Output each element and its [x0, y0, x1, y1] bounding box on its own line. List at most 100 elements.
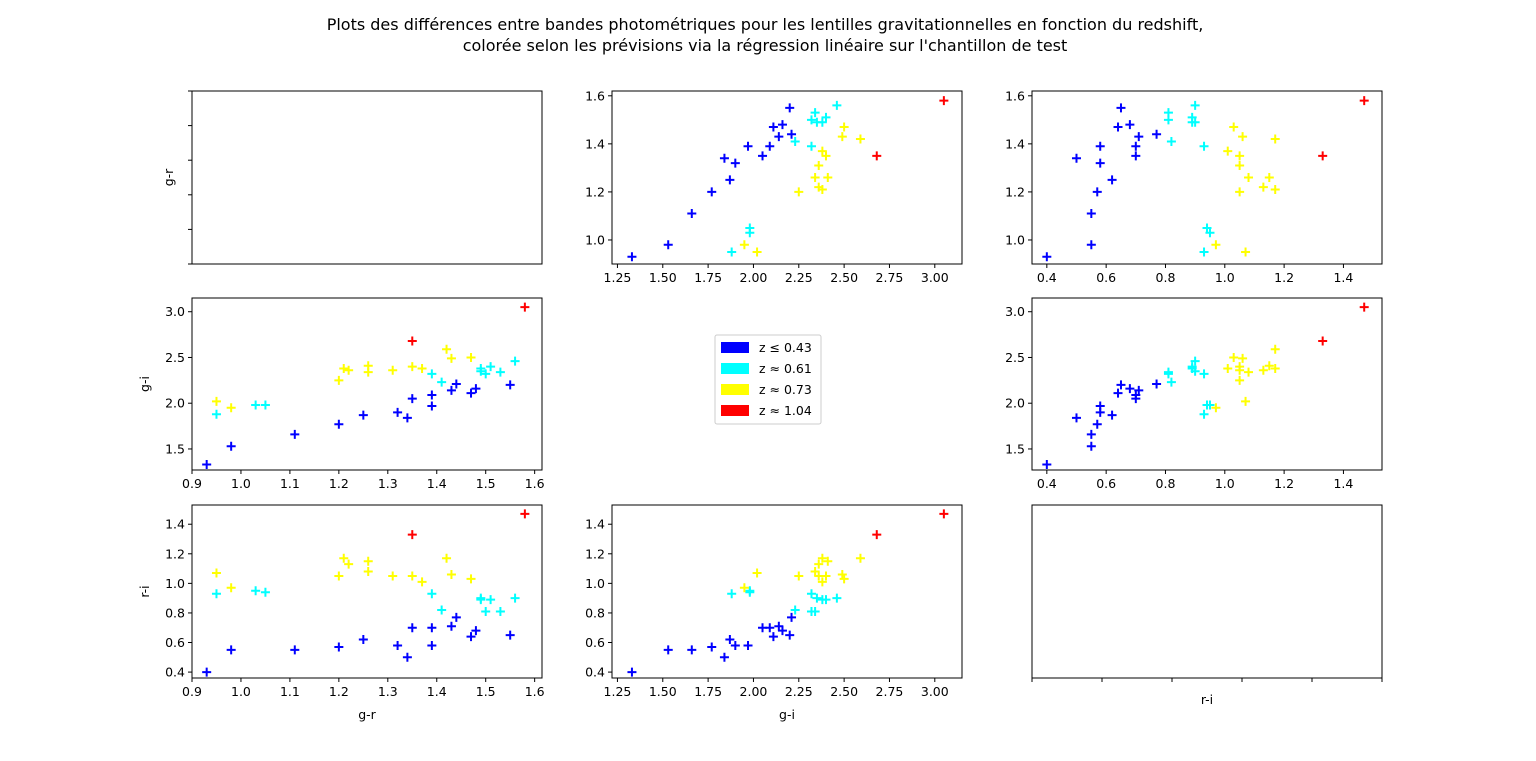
- x-tick-label: 1.2: [329, 684, 349, 699]
- data-point: [407, 571, 417, 581]
- y-axis-label: r-i: [137, 585, 152, 597]
- data-point: [812, 593, 822, 603]
- data-point: [774, 132, 784, 142]
- data-point: [1131, 390, 1141, 400]
- y-tick-label: 1.0: [585, 232, 605, 247]
- data-point: [1095, 141, 1105, 151]
- y-tick-label: 1.6: [585, 88, 605, 103]
- axes-frame: [191, 297, 543, 471]
- x-tick-label: 1.4: [427, 476, 447, 491]
- data-point: [1152, 379, 1162, 389]
- x-tick-label: 1.5: [476, 476, 496, 491]
- data-point: [466, 574, 476, 584]
- data-point: [1235, 151, 1245, 161]
- data-point: [790, 136, 800, 146]
- y-tick-label: 1.4: [585, 136, 605, 151]
- y-tick-label: 0.4: [585, 665, 605, 680]
- data-point: [1270, 185, 1280, 195]
- legend-swatch-2: [721, 384, 749, 395]
- data-point: [495, 367, 505, 377]
- data-point: [1264, 173, 1274, 182]
- data-point: [260, 400, 270, 410]
- legend-label-3: z ≈ 1.04: [759, 403, 812, 418]
- data-point: [520, 509, 530, 519]
- data-point: [1190, 356, 1200, 366]
- data-point: [407, 362, 417, 372]
- x-tick-label: 2.25: [785, 684, 813, 699]
- data-point: [855, 553, 865, 563]
- legend-label-2: z ≈ 0.73: [759, 382, 812, 397]
- data-point: [1235, 187, 1245, 197]
- data-point: [1113, 388, 1123, 398]
- data-point: [790, 605, 800, 615]
- y-axis-label: g-r: [161, 168, 176, 186]
- data-point: [1086, 240, 1096, 250]
- x-tick-label: 1.2: [1274, 270, 1294, 285]
- data-point: [339, 553, 349, 563]
- data-point: [814, 160, 824, 170]
- data-point: [402, 652, 412, 662]
- data-point: [821, 571, 831, 581]
- x-tick-label: 1.3: [378, 476, 398, 491]
- data-point: [663, 240, 673, 250]
- data-point: [806, 115, 816, 125]
- data-point: [1131, 141, 1141, 151]
- data-point: [1134, 385, 1144, 395]
- y-tick-label: 0.6: [585, 635, 605, 650]
- data-point: [837, 132, 847, 142]
- data-point: [1258, 365, 1268, 375]
- data-point: [785, 103, 795, 113]
- y-tick-label: 0.8: [165, 605, 185, 620]
- data-point: [1199, 247, 1209, 257]
- data-point: [939, 96, 949, 106]
- data-point: [427, 369, 437, 379]
- data-point: [823, 556, 833, 566]
- axes-frame: [191, 90, 543, 265]
- data-point: [814, 559, 824, 569]
- data-point: [407, 623, 417, 633]
- data-point: [777, 120, 787, 130]
- data-point: [486, 595, 496, 605]
- data-point: [446, 621, 456, 631]
- data-point: [1190, 366, 1200, 376]
- data-point: [1241, 247, 1251, 257]
- data-point: [466, 388, 476, 398]
- data-point: [202, 460, 212, 470]
- data-point: [211, 409, 221, 419]
- data-point: [817, 553, 827, 563]
- data-point: [806, 589, 816, 599]
- data-point: [855, 134, 865, 144]
- data-point: [505, 380, 515, 390]
- data-point: [476, 366, 486, 376]
- y-tick-label: 0.8: [585, 605, 605, 620]
- x-axis-label: g-i: [779, 707, 795, 722]
- data-point: [752, 568, 762, 578]
- data-point: [1202, 400, 1212, 410]
- y-axis-label: g-i: [137, 376, 152, 392]
- data-point: [260, 587, 270, 597]
- data-point: [727, 247, 737, 257]
- data-point: [334, 375, 344, 385]
- x-tick-label: 1.0: [231, 684, 251, 699]
- data-point: [1116, 103, 1126, 113]
- data-point: [663, 645, 673, 655]
- x-tick-label: 1.5: [476, 684, 496, 699]
- data-point: [730, 640, 740, 650]
- x-tick-label: 1.6: [525, 476, 545, 491]
- subplot-row1-col2: 1.25 1.50 1.75 2.00 2.25 2.50 2.75 3.00 1.0 1.2 1.…: [585, 88, 963, 285]
- subplot-row1-col3: 0.4 0.6 0.8 1.0 1.2 1.4 1.0 1.2 1.4 1.6: [1005, 88, 1383, 285]
- data-point: [817, 146, 827, 156]
- data-point: [794, 571, 804, 581]
- data-point: [363, 567, 373, 577]
- y-tick-label: 3.0: [165, 304, 185, 319]
- data-point: [334, 571, 344, 581]
- data-point: [1095, 158, 1105, 168]
- data-point: [1318, 151, 1328, 161]
- data-point: [407, 394, 417, 404]
- data-point: [437, 377, 447, 387]
- data-point: [510, 356, 520, 366]
- data-point: [1113, 122, 1123, 132]
- data-point: [427, 401, 437, 411]
- data-point: [839, 122, 849, 132]
